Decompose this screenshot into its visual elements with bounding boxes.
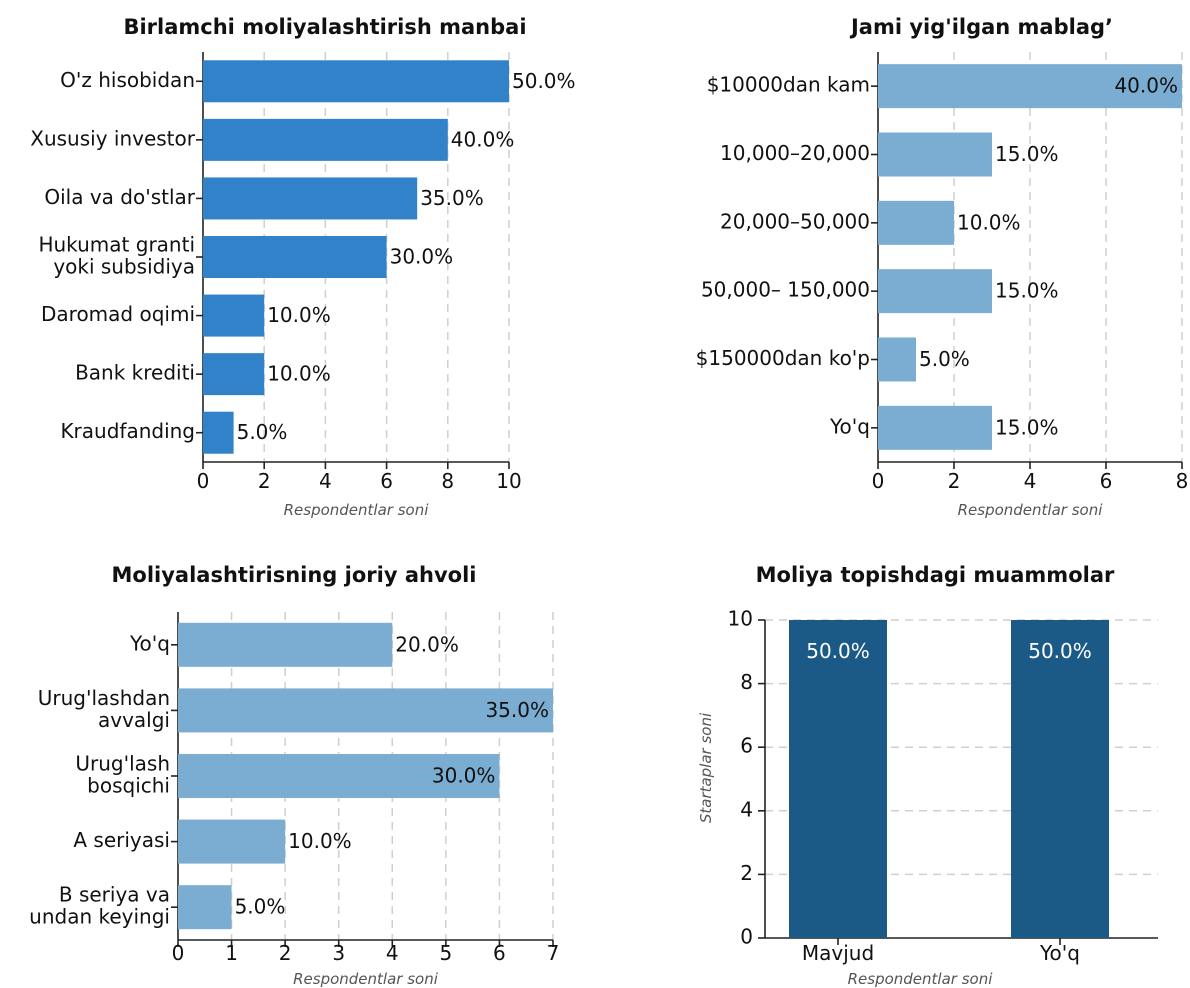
chart-2: Jami yig'ilgan mablag’ 0 2 4 6 8 $10000dan kam… xyxy=(696,15,1189,519)
category-label: Bank krediti xyxy=(75,361,195,385)
x-tick-label: 5 xyxy=(439,941,452,965)
category-label: Urug'lashdan avvalgi xyxy=(38,686,170,732)
x-tick-label: 4 xyxy=(1024,469,1037,493)
chart-3: Moliyalashtirisning joriy ahvoli 0 1 2 3 4 5 6 7… xyxy=(29,563,559,988)
data-label: 20.0% xyxy=(395,632,459,656)
x-tick-label: 3 xyxy=(332,941,345,965)
y-tick-label: 6 xyxy=(740,734,753,758)
chart-title: Moliyalashtirisning joriy ahvoli xyxy=(112,563,477,587)
x-tick-label: 6 xyxy=(380,469,393,493)
x-tick-label: 0 xyxy=(172,941,185,965)
chart-title: Moliya topishdagi muammolar xyxy=(756,563,1115,587)
bar xyxy=(203,118,448,161)
chart-1: Birlamchi moliyalashtirish manbai 0 2 4 6 8 10… xyxy=(30,15,575,519)
y-tick-label: 2 xyxy=(740,861,753,885)
data-label: 40.0% xyxy=(451,127,515,151)
x-tick-label: 6 xyxy=(493,941,506,965)
x-tick-label: 4 xyxy=(319,469,332,493)
data-label: 50.0% xyxy=(806,639,870,663)
category-label: 20,000–50,000 xyxy=(720,209,870,233)
data-label: 15.0% xyxy=(995,279,1059,303)
bar xyxy=(1011,620,1109,938)
data-label: 10.0% xyxy=(267,303,331,327)
x-tick-label: 2 xyxy=(948,469,961,493)
x-axis-title: Respondentlar soni xyxy=(293,970,439,988)
y-tick-label: 10 xyxy=(728,607,753,631)
bar xyxy=(178,754,500,798)
x-tick-label: 0 xyxy=(197,469,210,493)
bar xyxy=(878,132,992,177)
x-tick-label: 0 xyxy=(872,469,885,493)
x-tick-label: 10 xyxy=(496,469,521,493)
y-tick-label: 0 xyxy=(740,925,753,949)
category-label: Hukumat granti yoki subsidiya xyxy=(38,233,195,279)
x-tick-label: 6 xyxy=(1100,469,1113,493)
data-label: 5.0% xyxy=(919,347,970,371)
bar xyxy=(178,885,232,930)
x-tick-label: 1 xyxy=(225,941,238,965)
bar xyxy=(203,353,265,396)
category-label: 10,000–20,000 xyxy=(720,141,870,165)
x-tick-label: Yo'q xyxy=(1039,941,1080,965)
category-label: $150000dan ko'p xyxy=(696,346,870,370)
category-label: A seriyasi xyxy=(73,828,170,852)
bar xyxy=(178,688,553,733)
data-label: 10.0% xyxy=(288,829,352,853)
x-tick-label: 4 xyxy=(386,941,399,965)
x-axis-title: Respondentlar soni xyxy=(284,501,430,519)
x-tick-label: 2 xyxy=(258,469,271,493)
chart-4: Moliya topishdagi muammolar 0 2 4 6 8 10 50.0% M… xyxy=(697,563,1158,988)
bar xyxy=(878,337,916,382)
bar xyxy=(789,620,887,938)
data-label: 30.0% xyxy=(432,764,496,788)
bar xyxy=(203,294,265,337)
data-label: 15.0% xyxy=(995,142,1059,166)
chart-title: Birlamchi moliyalashtirish manbai xyxy=(123,15,526,39)
data-label: 5.0% xyxy=(235,895,286,919)
category-label: B seriya va undan keyingi xyxy=(29,883,170,929)
data-label: 50.0% xyxy=(512,69,576,93)
bar xyxy=(878,269,992,314)
data-label: 40.0% xyxy=(1114,74,1178,98)
category-label: O'z hisobidan xyxy=(60,68,195,92)
data-label: 35.0% xyxy=(485,698,549,722)
y-tick-label: 4 xyxy=(740,797,753,821)
category-label: 50,000– 150,000 xyxy=(701,278,870,302)
bar xyxy=(878,64,1182,109)
category-label: Urug'lash bosqichi xyxy=(75,752,170,798)
x-tick-label: 8 xyxy=(1176,469,1189,493)
data-label: 35.0% xyxy=(420,186,484,210)
bar xyxy=(203,236,387,278)
category-label: Kraudfanding xyxy=(60,419,195,443)
data-label: 15.0% xyxy=(995,415,1059,439)
x-tick-label: 7 xyxy=(547,941,560,965)
bar xyxy=(203,60,509,103)
x-axis-title: Respondentlar soni xyxy=(958,501,1104,519)
chart-title: Jami yig'ilgan mablag’ xyxy=(849,15,1113,39)
category-label: $10000dan kam xyxy=(707,73,870,97)
data-label: 10.0% xyxy=(267,362,331,386)
category-label: Daromad oqimi xyxy=(41,302,195,326)
x-tick-label: 2 xyxy=(279,941,292,965)
x-tick-label: Mavjud xyxy=(802,941,874,965)
bar xyxy=(178,622,393,667)
bar xyxy=(178,819,286,864)
category-label: Yo'q xyxy=(129,631,170,655)
y-tick-label: 8 xyxy=(740,670,753,694)
data-label: 10.0% xyxy=(957,210,1021,234)
bar xyxy=(203,177,418,220)
data-label: 50.0% xyxy=(1028,639,1092,663)
bar xyxy=(878,405,992,450)
x-axis-title: Respondentlar soni xyxy=(848,970,994,988)
category-label: Oila va do'stlar xyxy=(44,185,195,209)
y-axis-title: Startaplar soni xyxy=(697,712,715,823)
data-label: 30.0% xyxy=(390,245,454,269)
data-label: 5.0% xyxy=(237,420,288,444)
x-tick-label: 8 xyxy=(441,469,454,493)
category-label: Xususiy investor xyxy=(30,126,196,150)
category-label: Yo'q xyxy=(829,414,870,438)
bar xyxy=(203,411,234,454)
bar xyxy=(878,200,954,245)
